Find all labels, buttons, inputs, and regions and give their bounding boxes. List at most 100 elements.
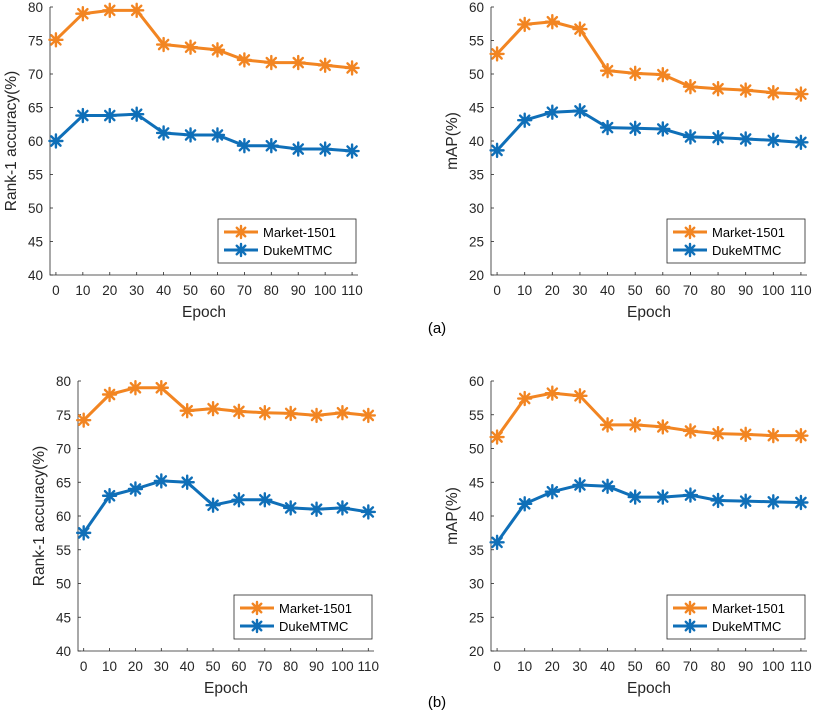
data-point-marker: [599, 478, 616, 494]
data-point-marker: [101, 488, 118, 504]
data-point-marker: [765, 132, 781, 149]
data-point-marker: [627, 65, 643, 82]
x-tick-label: 110: [358, 659, 380, 674]
legend-label: DukeMTMC: [279, 619, 348, 634]
legend-label: DukeMTMC: [712, 619, 781, 634]
x-tick-label: 10: [75, 283, 90, 298]
x-tick-label: 110: [341, 283, 363, 298]
data-point-marker: [737, 426, 754, 443]
y-tick-label: 20: [469, 644, 484, 659]
x-tick-label: 110: [790, 283, 812, 298]
data-point-marker: [765, 427, 781, 444]
data-point-marker: [517, 16, 533, 33]
data-point-marker: [179, 474, 195, 490]
legend-swatch-marker: [249, 618, 265, 634]
data-point-marker: [710, 129, 726, 146]
data-point-marker: [489, 534, 505, 551]
x-tick-label: 50: [628, 283, 643, 298]
data-point-marker: [75, 412, 92, 428]
data-point-marker: [128, 2, 145, 19]
x-tick-label: 0: [80, 659, 88, 674]
x-tick-label: 80: [711, 283, 726, 298]
data-point-marker: [360, 407, 377, 424]
y-tick-label: 40: [469, 509, 484, 524]
legend-label: DukeMTMC: [263, 243, 332, 258]
data-point-marker: [153, 473, 170, 489]
y-axis-label: mAP(%): [444, 112, 461, 170]
data-point-marker: [127, 481, 144, 497]
y-tick-label: 35: [469, 168, 484, 183]
data-point-marker: [737, 82, 754, 98]
data-point-marker: [179, 403, 195, 419]
x-tick-label: 40: [156, 283, 171, 298]
y-tick-label: 45: [469, 475, 484, 490]
x-tick-label: 0: [493, 659, 501, 674]
data-point-marker: [236, 52, 253, 68]
y-tick-label: 45: [469, 101, 484, 116]
data-point-marker: [765, 494, 781, 510]
y-tick-label: 45: [56, 610, 71, 625]
data-point-marker: [75, 525, 92, 541]
data-point-marker: [737, 131, 754, 147]
x-tick-label: 100: [762, 283, 785, 298]
data-point-marker: [627, 417, 643, 433]
data-point-marker: [317, 141, 333, 157]
data-point-marker: [682, 79, 699, 95]
y-tick-label: 55: [56, 543, 71, 558]
data-point-marker: [231, 403, 247, 420]
data-point-marker: [793, 427, 809, 444]
series-line-dukemtmc: [495, 483, 803, 544]
legend-swatch-marker: [233, 242, 249, 258]
legend-label: Market-1501: [712, 225, 785, 240]
data-point-marker: [75, 107, 91, 124]
y-tick-label: 30: [469, 577, 484, 592]
data-point-marker: [655, 66, 671, 83]
legend-label: Market-1501: [263, 225, 336, 240]
y-tick-label: 75: [56, 408, 71, 423]
legend-label: Market-1501: [279, 601, 352, 616]
x-tick-label: 20: [545, 659, 560, 674]
legend-swatch-marker: [682, 600, 698, 616]
y-tick-label: 40: [469, 134, 484, 149]
x-tick-label: 80: [264, 283, 279, 298]
data-point-marker: [793, 134, 809, 151]
data-point-marker: [317, 57, 333, 73]
data-point-marker: [334, 405, 351, 421]
x-tick-label: 90: [738, 283, 753, 298]
data-point-marker: [263, 137, 280, 154]
y-tick-label: 55: [469, 34, 484, 49]
y-tick-label: 70: [56, 442, 71, 457]
x-tick-label: 60: [210, 283, 225, 298]
data-point-marker: [209, 127, 226, 143]
data-point-marker: [282, 500, 299, 516]
x-tick-label: 10: [102, 659, 117, 674]
x-tick-label: 60: [655, 659, 670, 674]
data-point-marker: [205, 497, 221, 513]
data-point-marker: [344, 60, 360, 76]
y-tick-label: 65: [28, 101, 43, 116]
y-tick-label: 60: [28, 134, 43, 149]
data-point-marker: [544, 14, 561, 30]
caption-b: (b): [428, 694, 446, 711]
x-tick-label: 90: [309, 659, 324, 674]
y-tick-label: 60: [56, 509, 71, 524]
x-tick-label: 30: [154, 659, 169, 674]
series-line-dukemtmc: [495, 109, 803, 152]
y-tick-label: 25: [469, 235, 484, 250]
y-tick-label: 50: [28, 201, 43, 216]
y-axis-label: mAP(%): [444, 487, 461, 545]
y-tick-label: 80: [56, 374, 71, 389]
data-point-marker: [282, 405, 299, 422]
data-point-marker: [572, 477, 588, 493]
y-tick-label: 40: [56, 644, 71, 659]
data-point-marker: [710, 425, 726, 442]
data-point-marker: [334, 500, 351, 516]
data-point-marker: [489, 429, 505, 445]
y-axis-label: Rank-1 accuracy(%): [31, 446, 48, 586]
x-tick-label: 30: [572, 283, 587, 298]
legend-label: DukeMTMC: [712, 243, 781, 258]
x-tick-label: 30: [129, 283, 144, 298]
data-point-marker: [263, 54, 280, 71]
series-line-market-1501: [82, 386, 370, 422]
